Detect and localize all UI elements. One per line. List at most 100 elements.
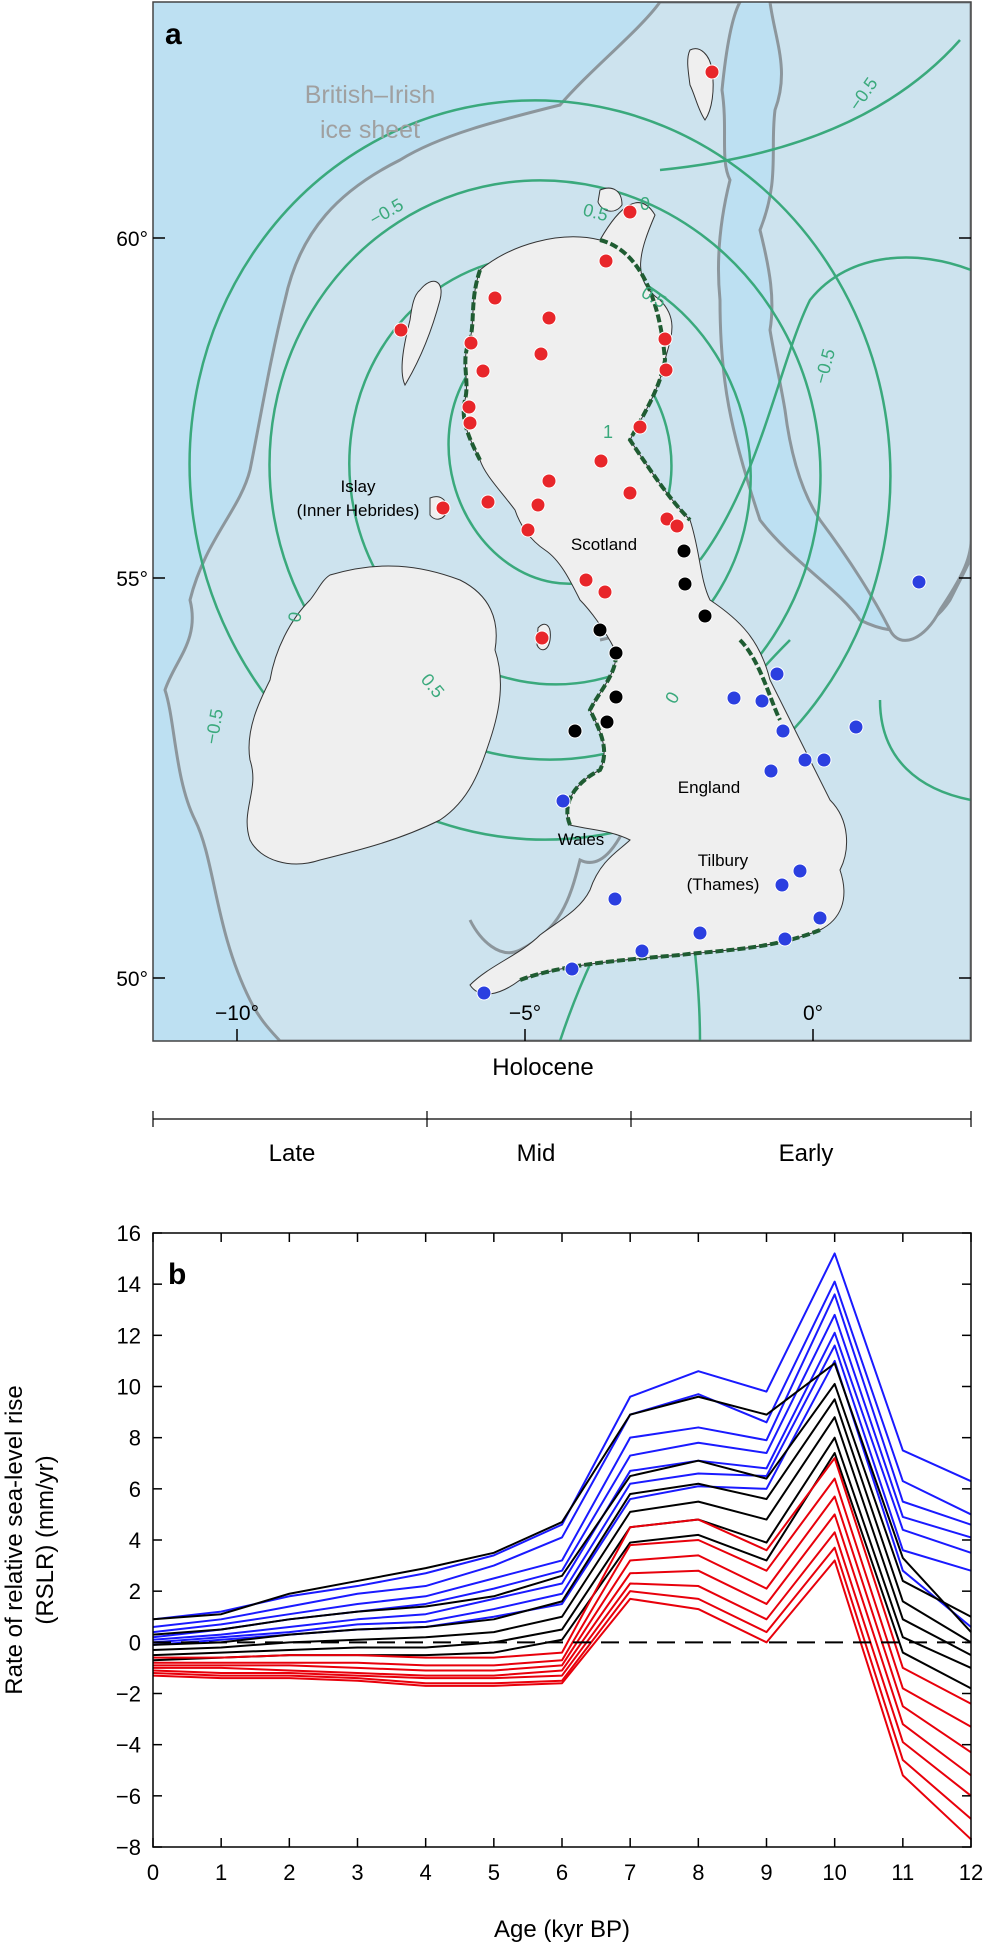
tilbury-label-line2: (Thames) <box>687 875 760 894</box>
map-frame <box>152 1 972 1042</box>
series-line-16 <box>153 1495 972 1754</box>
site-marker <box>578 572 594 588</box>
contour-label: 0 <box>640 194 650 214</box>
holocene-timeline: Holocene Late Mid Early <box>152 1054 972 1167</box>
site-marker <box>593 453 609 469</box>
site-marker <box>534 630 550 646</box>
x-tick-label: 10 <box>822 1860 846 1885</box>
series-line-3 <box>152 1293 972 1634</box>
site-marker <box>597 584 613 600</box>
timeline-title: Holocene <box>492 1054 593 1081</box>
lat-tick-label: 50° <box>116 968 148 991</box>
site-marker <box>634 943 650 959</box>
site-marker <box>911 574 927 590</box>
site-marker <box>676 543 692 559</box>
blue-sites <box>476 574 927 1001</box>
site-marker <box>657 331 673 347</box>
contour-label: 0 <box>284 610 305 623</box>
timeline-period-mid: Mid <box>517 1140 556 1167</box>
y-axis-label-line1: Rate of relative sea-level rise <box>1 1385 28 1694</box>
y-tick-label: 12 <box>117 1323 141 1348</box>
x-tick-label: 4 <box>420 1860 432 1885</box>
contour-label: 1 <box>603 422 613 442</box>
site-marker <box>769 666 785 682</box>
ireland <box>246 565 501 865</box>
site-marker <box>555 793 571 809</box>
y-tick-label: 0 <box>129 1630 141 1655</box>
site-marker <box>567 723 583 739</box>
panel-a-label: a <box>165 18 182 51</box>
y-tick-label: −6 <box>116 1784 141 1809</box>
site-marker <box>541 310 557 326</box>
islay-label-line2: (Inner Hebrides) <box>297 501 420 520</box>
x-tick-label: 5 <box>488 1860 500 1885</box>
series-line-9 <box>152 1382 972 1636</box>
site-marker <box>463 335 479 351</box>
series-line-18 <box>152 1531 972 1797</box>
ice-sheet-label-line1: British–Irish <box>305 81 436 109</box>
site-marker <box>816 752 832 768</box>
site-marker <box>564 961 580 977</box>
site-marker <box>726 690 742 706</box>
y-tick-label: 16 <box>117 1221 141 1246</box>
lat-tick-label: 55° <box>116 568 148 591</box>
series-line-2 <box>152 1280 972 1628</box>
x-tick-label: 2 <box>283 1860 295 1885</box>
x-tick-label: 11 <box>891 1860 914 1885</box>
y-tick-label: −8 <box>116 1835 141 1860</box>
site-marker <box>608 689 624 705</box>
land <box>246 48 848 995</box>
series-line-8 <box>152 1362 972 1633</box>
lon-tick-label: 0° <box>803 1002 823 1025</box>
site-marker <box>792 863 808 879</box>
series-line-1 <box>152 1252 972 1621</box>
x-tick-label: 9 <box>760 1860 772 1885</box>
lon-tick-label: −10° <box>215 1002 259 1025</box>
highlighted-coastline <box>461 238 821 982</box>
england-label: England <box>678 778 740 797</box>
series-layer <box>152 1252 972 1841</box>
y-tick-label: 6 <box>129 1477 141 1502</box>
site-marker <box>475 363 491 379</box>
ice-sheet-label-line2: ice sheet <box>320 116 420 144</box>
site-marker <box>754 693 770 709</box>
timeline-period-late: Late <box>269 1140 316 1167</box>
y-tick-label: 10 <box>117 1375 141 1400</box>
site-marker <box>658 362 674 378</box>
timeline-period-early: Early <box>779 1140 834 1167</box>
site-marker <box>607 891 623 907</box>
site-marker <box>461 399 477 415</box>
site-marker <box>775 723 791 739</box>
site-marker <box>622 485 638 501</box>
site-marker <box>393 322 409 338</box>
tilbury-label-line1: Tilbury <box>698 851 749 870</box>
series-line-10 <box>152 1398 972 1646</box>
map-axis-ticks <box>153 237 971 1041</box>
x-axis-label: Age (kyr BP) <box>494 1916 630 1943</box>
series-line-12 <box>152 1436 972 1669</box>
x-tick-label: 8 <box>692 1860 704 1885</box>
site-marker <box>797 752 813 768</box>
wales-label: Wales <box>558 830 605 849</box>
site-marker <box>677 576 693 592</box>
site-marker <box>763 763 779 779</box>
site-marker <box>608 645 624 661</box>
x-tick-label: 3 <box>351 1860 363 1885</box>
series-line-11 <box>152 1416 972 1657</box>
red-sites <box>393 64 720 646</box>
site-marker <box>520 522 536 538</box>
x-tick-label: 0 <box>147 1860 159 1885</box>
outer-hebrides <box>401 280 442 387</box>
x-tick-label: 6 <box>556 1860 568 1885</box>
site-marker <box>812 910 828 926</box>
site-marker <box>632 419 648 435</box>
y-tick-label: 4 <box>129 1528 141 1553</box>
series-line-15 <box>153 1477 972 1728</box>
ice-sheet-extent-east <box>758 2 971 642</box>
panel-b-label: b <box>168 1258 186 1291</box>
site-marker <box>541 473 557 489</box>
site-marker <box>704 64 720 80</box>
x-tick-label: 7 <box>624 1860 636 1885</box>
